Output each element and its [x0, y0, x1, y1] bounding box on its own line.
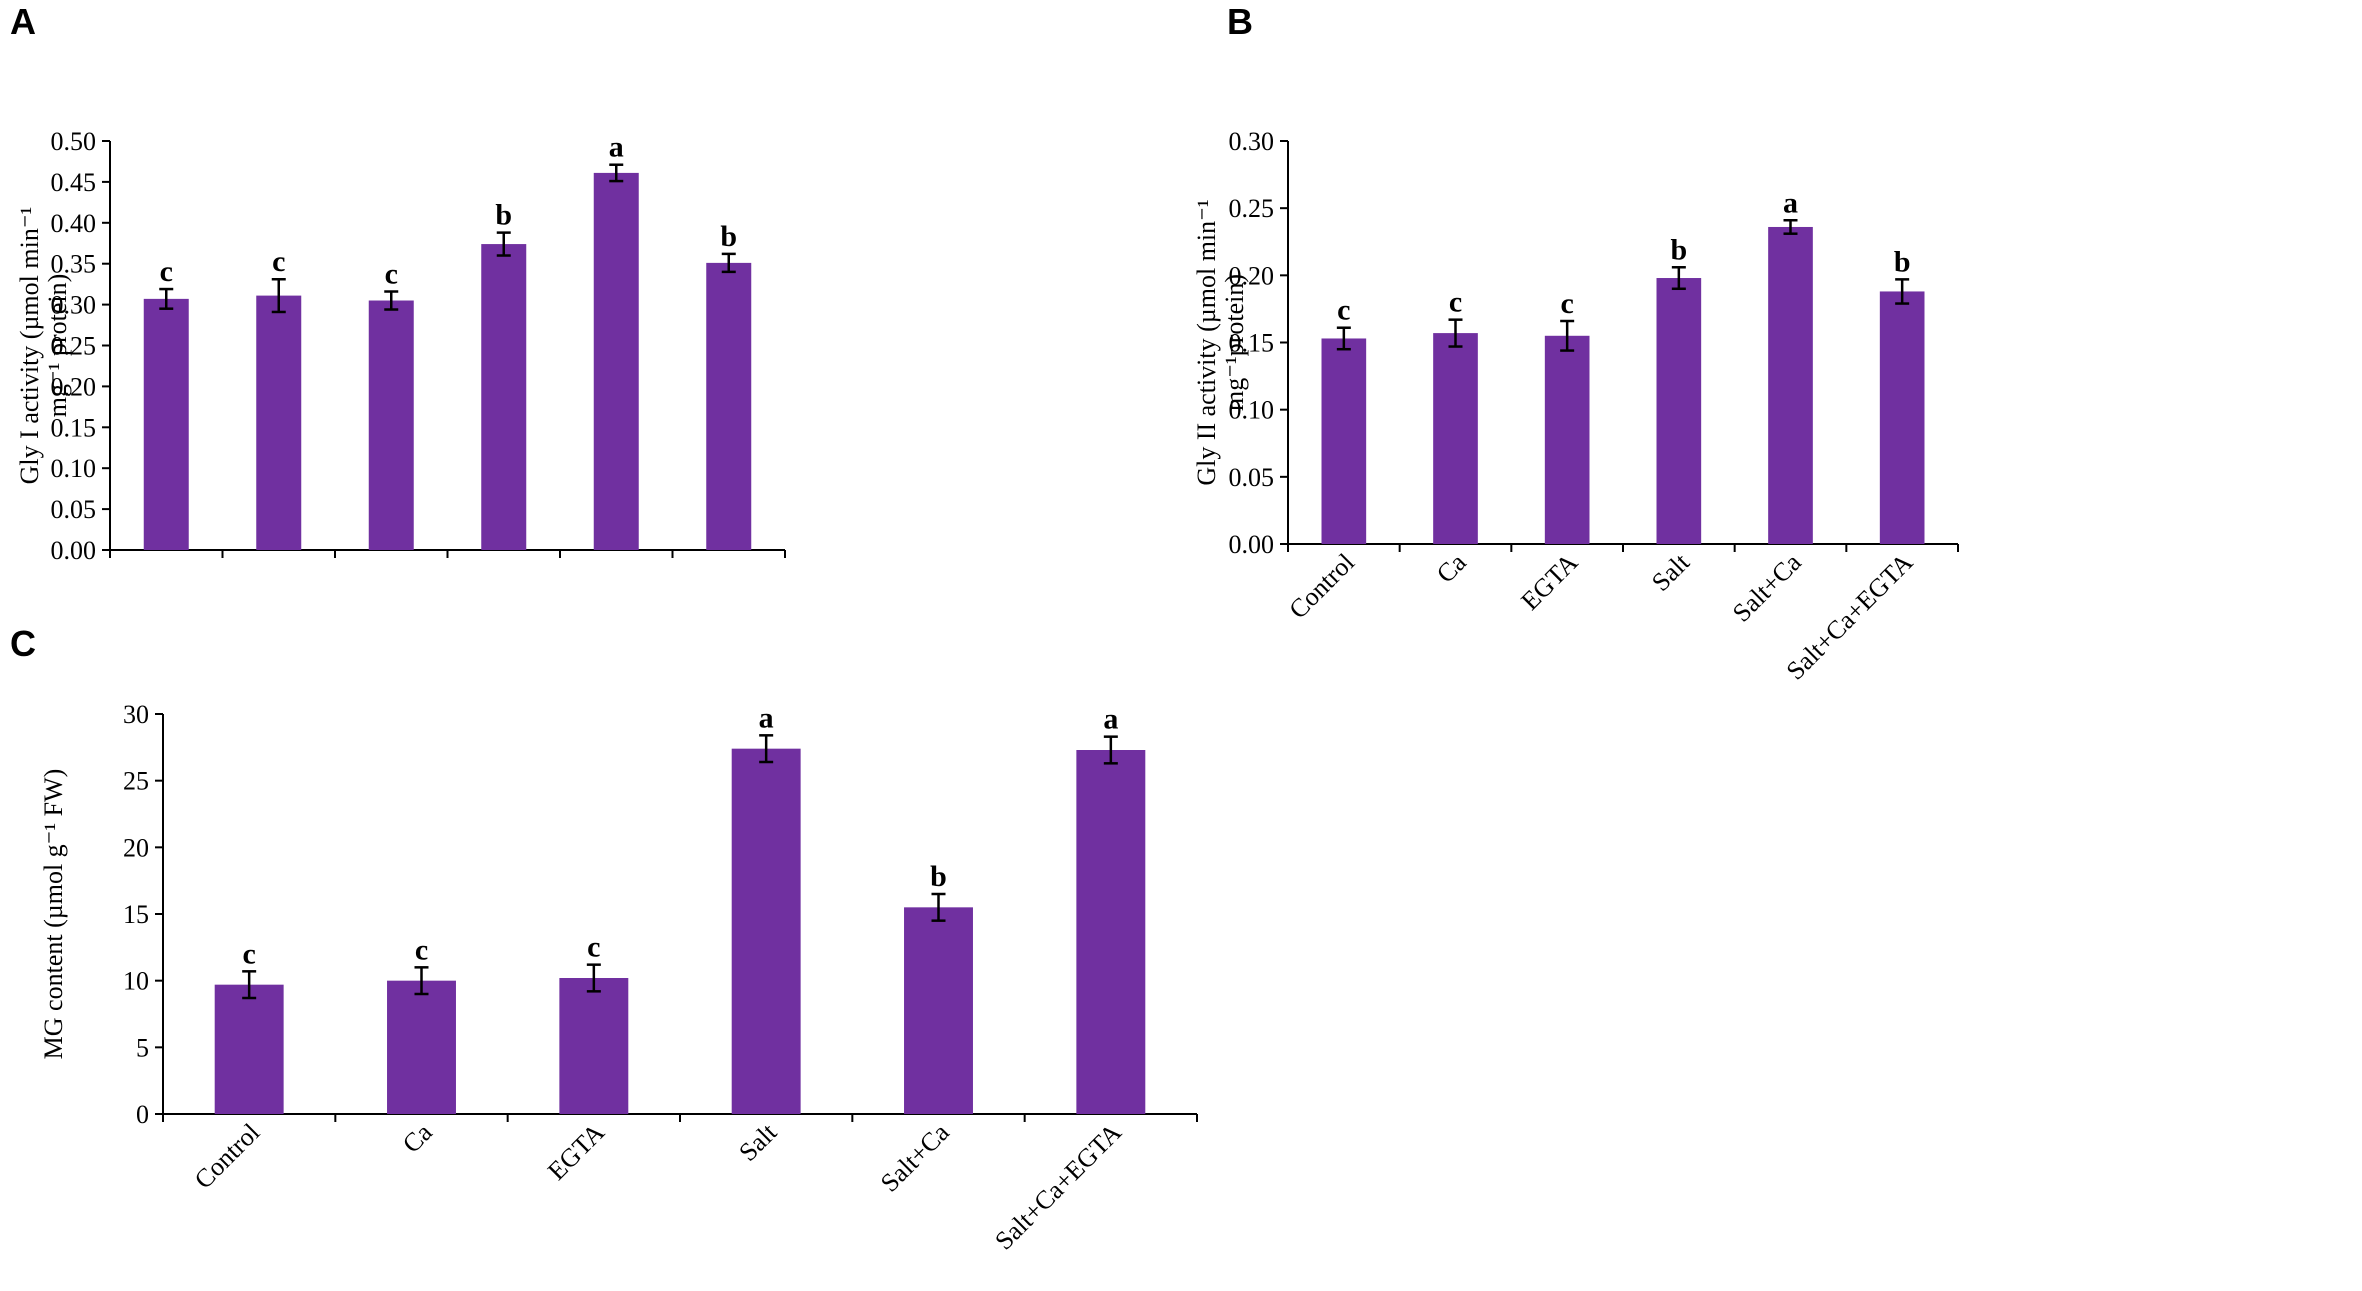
significance-label: c	[272, 245, 285, 278]
category-label: Salt	[733, 1117, 783, 1167]
category-label: Salt+Ca+EGTA	[989, 1118, 1127, 1256]
y-axis-title-line1: Gly I activity (µmol min⁻¹	[15, 207, 44, 485]
chart-a: 0.00 0.05 0.10 0.15 0.20 0.25 0.30 0.35 0.40 0.45…	[15, 127, 786, 565]
significance-label: a	[1103, 703, 1118, 736]
bar-salt-ca-egta	[1879, 291, 1925, 544]
significance-label: b	[495, 199, 512, 232]
bar-control	[143, 298, 189, 550]
significance-label: c	[1449, 286, 1462, 319]
y-tick-label: 0.20	[1229, 261, 1275, 290]
y-tick-label: 0.30	[51, 291, 97, 320]
significance-label: b	[1894, 245, 1911, 278]
significance-label: c	[1337, 294, 1350, 327]
bar-egta	[368, 300, 414, 550]
bar-ca	[1433, 333, 1478, 544]
y-axis-title-line1: MG content (µmol g⁻¹ FW)	[39, 769, 68, 1060]
y-tick-label: 0.40	[51, 209, 97, 238]
chart-c: 0 5 10 15 20 25 30 c Control c Ca c EGTA a Salt b Salt+C…	[39, 700, 1198, 1256]
significance-label: a	[759, 701, 774, 734]
category-label: Salt+Ca	[1727, 547, 1807, 627]
category-label: Salt+Ca	[875, 1117, 955, 1197]
category-label: Control	[1283, 548, 1360, 625]
y-tick-label: 20	[123, 833, 149, 862]
bar-salt	[731, 748, 801, 1114]
bar-egta	[559, 978, 629, 1114]
y-tick-label: 0.05	[51, 495, 97, 524]
bar-salt-ca	[1768, 226, 1813, 544]
bar-salt-ca-egta	[706, 262, 752, 550]
y-tick-label: 0.15	[51, 413, 97, 442]
significance-label: c	[415, 933, 428, 966]
bar-salt-ca	[593, 172, 639, 551]
bar-egta	[1544, 335, 1590, 544]
y-tick-label: 10	[123, 967, 149, 996]
significance-label: b	[930, 860, 947, 893]
panel-letter-c: C	[10, 623, 36, 664]
significance-label: c	[385, 258, 398, 291]
significance-label: b	[1670, 233, 1687, 266]
y-tick-label: 0.35	[51, 250, 97, 279]
chart-b: 0.00 0.05 0.10 0.15 0.20 0.25 0.30 c Control c Ca c…	[1192, 127, 1959, 686]
y-tick-label: 0.25	[51, 332, 97, 361]
y-axis-title-line2: mg⁻¹protein)	[1220, 274, 1249, 411]
bar-control	[214, 984, 284, 1114]
y-tick-label: 15	[123, 900, 149, 929]
y-tick-label: 0.15	[1229, 329, 1275, 358]
bar-salt-ca	[904, 907, 973, 1114]
category-label: Ca	[397, 1117, 438, 1158]
significance-label: c	[160, 255, 173, 288]
panel-letter-b: B	[1227, 1, 1253, 42]
bar-salt-ca-egta	[1076, 750, 1146, 1114]
category-label: EGTA	[1515, 548, 1583, 616]
y-tick-label: 5	[136, 1033, 149, 1062]
y-axis-title-line1: Gly II activity (µmol min⁻¹	[1192, 199, 1221, 485]
bar-ca	[387, 980, 456, 1114]
y-tick-label: 25	[123, 767, 149, 796]
category-label: Ca	[1431, 547, 1472, 588]
y-tick-label: 0.20	[51, 372, 97, 401]
category-label: Salt	[1646, 547, 1696, 597]
bar-salt	[481, 244, 527, 550]
y-tick-label: 0.45	[51, 168, 97, 197]
significance-label: c	[587, 931, 600, 964]
bar-salt	[1656, 278, 1702, 544]
category-label: Control	[189, 1118, 266, 1195]
y-tick-label: 0.10	[51, 454, 97, 483]
y-tick-label: 0.30	[1229, 127, 1275, 156]
y-tick-label: 0.00	[1229, 530, 1275, 559]
significance-label: a	[1783, 186, 1798, 219]
y-tick-label: 0	[136, 1100, 149, 1129]
y-tick-label: 0.50	[51, 127, 97, 156]
y-axis-title-line2: mg⁻¹ protein)	[43, 274, 72, 418]
y-tick-label: 0.10	[1229, 396, 1275, 425]
y-tick-label: 30	[123, 700, 149, 729]
significance-label: b	[720, 220, 737, 253]
panel-letter-a: A	[10, 1, 36, 42]
significance-label: c	[1561, 287, 1574, 320]
y-tick-label: 0.05	[1229, 463, 1275, 492]
y-tick-label: 0.00	[51, 536, 97, 565]
significance-label: c	[243, 937, 256, 970]
bar-control	[1321, 338, 1367, 544]
significance-label: a	[609, 131, 624, 164]
category-label: EGTA	[542, 1118, 610, 1186]
bar-ca	[256, 295, 302, 550]
y-tick-label: 0.25	[1229, 194, 1275, 223]
